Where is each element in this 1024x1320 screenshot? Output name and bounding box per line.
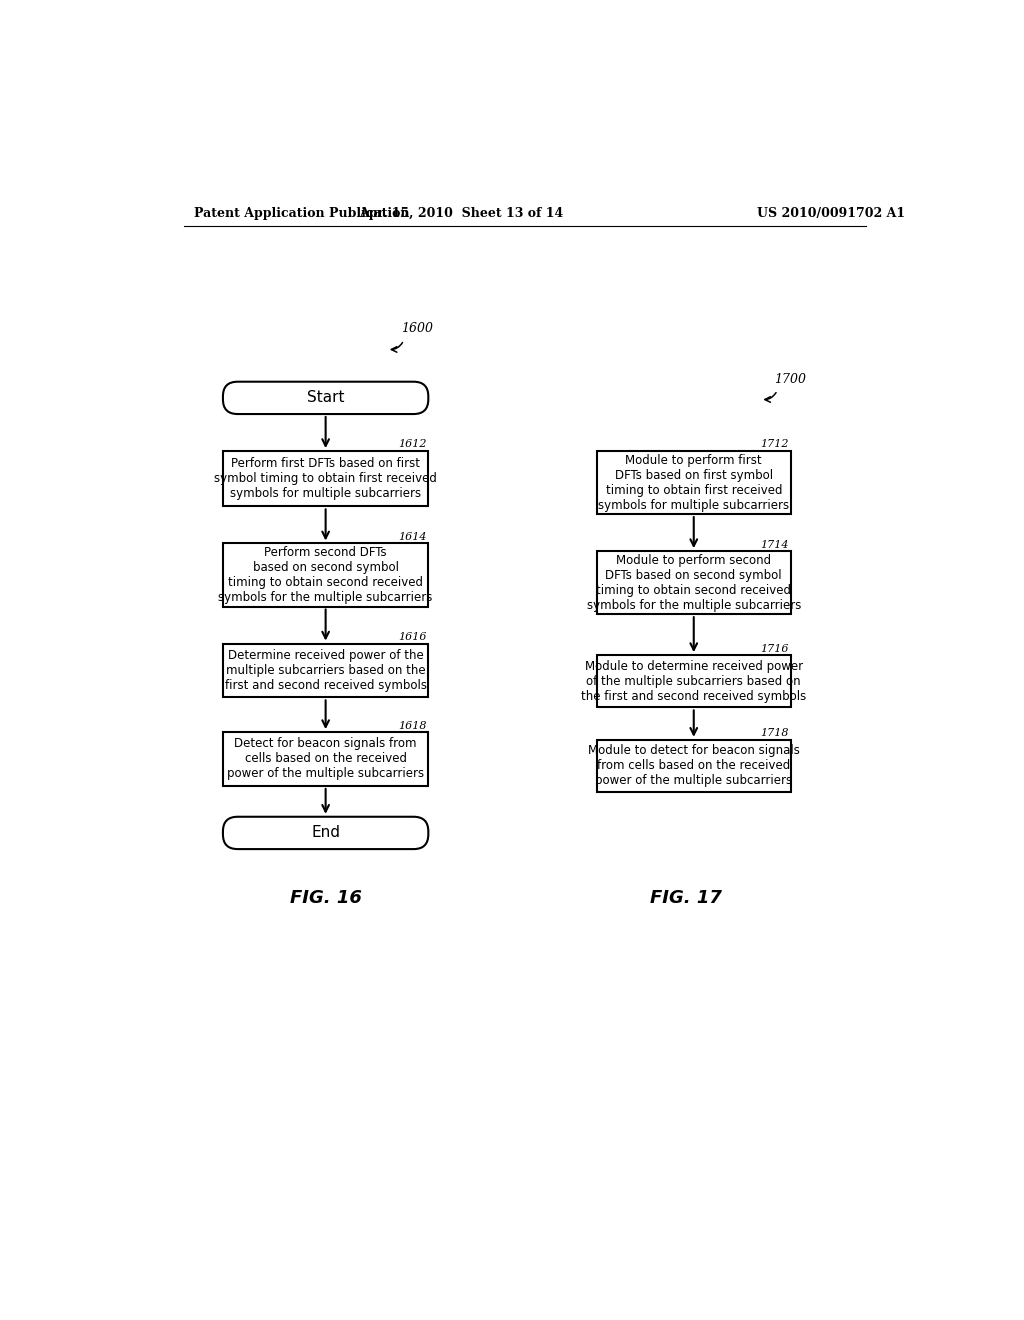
Bar xyxy=(597,552,791,614)
Text: Determine received power of the
multiple subcarriers based on the
first and seco: Determine received power of the multiple… xyxy=(224,649,427,692)
Text: Patent Application Publication: Patent Application Publication xyxy=(194,207,410,220)
Text: 1612: 1612 xyxy=(398,440,427,449)
Text: Start: Start xyxy=(307,391,344,405)
Bar xyxy=(223,544,428,607)
Text: Module to determine received power
of the multiple subcarriers based on
the firs: Module to determine received power of th… xyxy=(582,660,806,702)
Text: Perform first DFTs based on first
symbol timing to obtain first received
symbols: Perform first DFTs based on first symbol… xyxy=(214,457,437,500)
FancyBboxPatch shape xyxy=(223,381,428,414)
Text: Perform second DFTs
based on second symbol
timing to obtain second received
symb: Perform second DFTs based on second symb… xyxy=(218,546,433,605)
Text: 1718: 1718 xyxy=(761,729,790,738)
Text: Module to perform first
DFTs based on first symbol
timing to obtain first receiv: Module to perform first DFTs based on fi… xyxy=(598,454,790,512)
Text: Detect for beacon signals from
cells based on the received
power of the multiple: Detect for beacon signals from cells bas… xyxy=(227,738,424,780)
Text: Apr. 15, 2010  Sheet 13 of 14: Apr. 15, 2010 Sheet 13 of 14 xyxy=(359,207,563,220)
Text: 1614: 1614 xyxy=(398,532,427,543)
Text: 1716: 1716 xyxy=(761,644,790,653)
Text: FIG. 17: FIG. 17 xyxy=(650,888,722,907)
Text: Module to detect for beacon signals
from cells based on the received
power of th: Module to detect for beacon signals from… xyxy=(588,744,800,788)
Bar xyxy=(223,733,428,785)
Bar xyxy=(597,739,791,792)
Text: End: End xyxy=(311,825,340,841)
Text: 1600: 1600 xyxy=(400,322,433,335)
Text: 1618: 1618 xyxy=(398,721,427,730)
Bar xyxy=(223,644,428,697)
Text: 1700: 1700 xyxy=(774,372,806,385)
Text: 1712: 1712 xyxy=(761,440,790,449)
Text: 1714: 1714 xyxy=(761,540,790,549)
Bar xyxy=(223,451,428,507)
Text: US 2010/0091702 A1: US 2010/0091702 A1 xyxy=(758,207,905,220)
Text: 1616: 1616 xyxy=(398,632,427,642)
Text: Module to perform second
DFTs based on second symbol
timing to obtain second rec: Module to perform second DFTs based on s… xyxy=(587,553,801,611)
Bar xyxy=(597,451,791,515)
Text: FIG. 16: FIG. 16 xyxy=(290,888,361,907)
Bar xyxy=(597,655,791,708)
FancyBboxPatch shape xyxy=(223,817,428,849)
